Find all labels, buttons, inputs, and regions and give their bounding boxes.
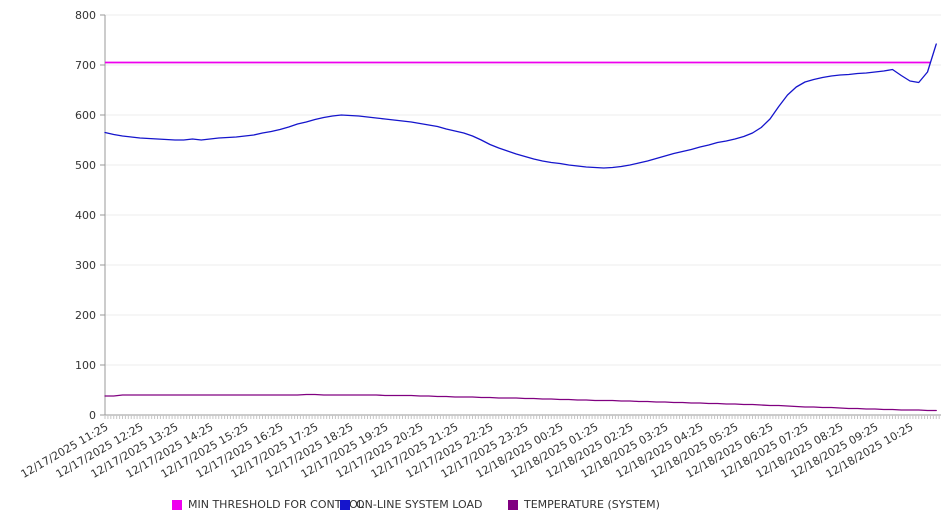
- y-axis-tick-label: 200: [75, 309, 96, 322]
- y-axis-tick-label: 700: [75, 59, 96, 72]
- series-line-on-line-system-load: [104, 43, 937, 169]
- legend-item-min-threshold: MIN THRESHOLD FOR CONTROL: [172, 499, 364, 511]
- legend-swatch-system-load-icon: [340, 500, 350, 510]
- legend-label-system-load: ON-LINE SYSTEM LOAD: [356, 498, 483, 511]
- y-axis-tick-label: 800: [75, 9, 96, 22]
- y-axis-tick-label: 0: [89, 409, 96, 422]
- legend-label-min-threshold: MIN THRESHOLD FOR CONTROL: [188, 498, 364, 511]
- y-axis-tick-label: 500: [75, 159, 96, 172]
- y-axis-tick-label: 400: [75, 209, 96, 222]
- legend-label-temperature: TEMPERATURE (SYSTEM): [524, 498, 660, 511]
- y-axis-tick-label: 600: [75, 109, 96, 122]
- legend-swatch-min-threshold-icon: [172, 500, 182, 510]
- series-line-temperature-system: [104, 393, 937, 412]
- y-axis-tick-label: 300: [75, 259, 96, 272]
- y-axis-tick-label: 100: [75, 359, 96, 372]
- legend-item-temperature: TEMPERATURE (SYSTEM): [508, 499, 660, 511]
- legend-item-system-load: ON-LINE SYSTEM LOAD: [340, 499, 482, 511]
- legend-swatch-temperature-icon: [508, 500, 518, 510]
